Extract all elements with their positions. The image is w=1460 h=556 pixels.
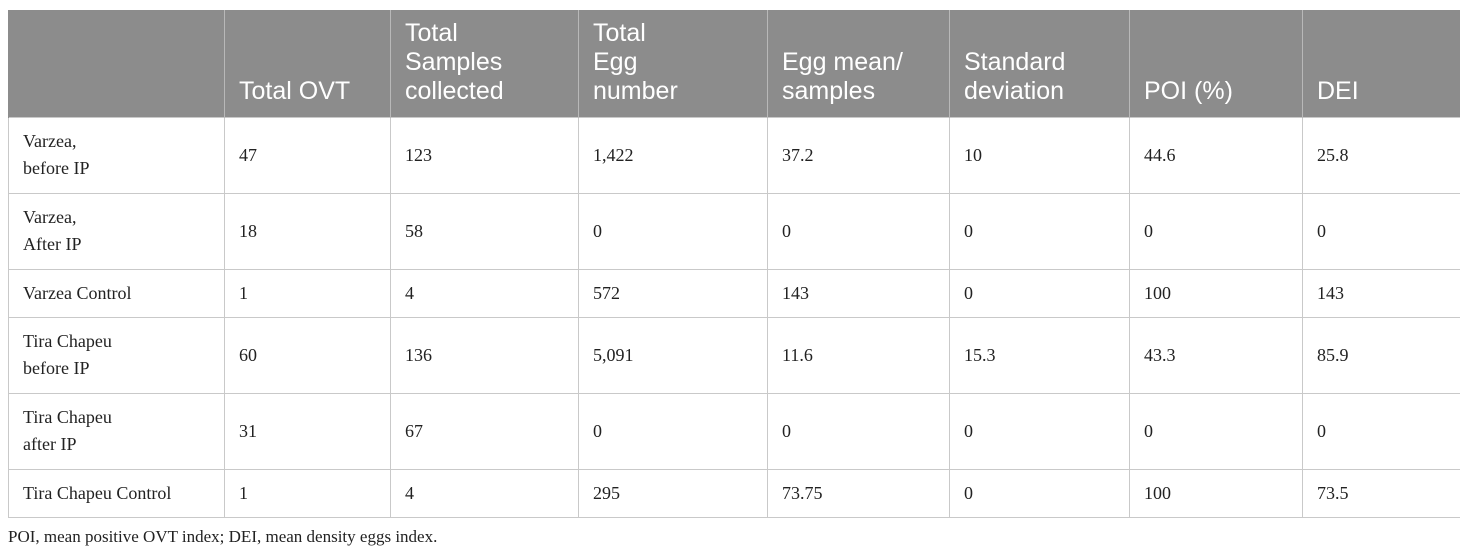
table-cell: 1 bbox=[224, 268, 391, 318]
table-cell: 136 bbox=[390, 316, 579, 394]
table-cell: 572 bbox=[578, 268, 768, 318]
table-cell: 0 bbox=[578, 392, 768, 470]
header-cell-standard-deviation: Standard deviation bbox=[949, 10, 1130, 117]
row-label-cell: Tira Chapeu after IP bbox=[8, 392, 225, 470]
table-cell: 4 bbox=[390, 268, 579, 318]
table-row: Tira Chapeu after IP 31 67 0 0 0 0 0 bbox=[8, 392, 1460, 470]
header-row: Total OVT Total Samples collected Total Egg… bbox=[8, 10, 1460, 117]
table-cell: 5,091 bbox=[578, 316, 768, 394]
row-label-cell: Varzea, After IP bbox=[8, 192, 225, 270]
table-cell: 31 bbox=[224, 392, 391, 470]
table-cell: 123 bbox=[390, 116, 579, 194]
table-cell: 47 bbox=[224, 116, 391, 194]
header-cell-poi: POI (%) bbox=[1129, 10, 1303, 117]
table-row: Varzea, before IP 47 123 1,422 37.2 10 44… bbox=[8, 116, 1460, 194]
table-cell: 0 bbox=[1129, 392, 1303, 470]
table-footnote: POI, mean positive OVT index; DEI, mean … bbox=[8, 527, 438, 546]
table-cell: 11.6 bbox=[767, 316, 950, 394]
table-cell: 143 bbox=[1302, 268, 1460, 318]
table-cell: 0 bbox=[1302, 392, 1460, 470]
table-cell: 1 bbox=[224, 468, 391, 518]
table-cell: 100 bbox=[1129, 468, 1303, 518]
table-row: Varzea Control 1 4 572 143 0 100 143 bbox=[8, 268, 1460, 318]
table-body: Varzea, before IP 47 123 1,422 37.2 10 44… bbox=[8, 116, 1460, 518]
table-header: Total OVT Total Samples collected Total Egg… bbox=[8, 10, 1460, 117]
table-cell: 0 bbox=[767, 392, 950, 470]
table-cell: 4 bbox=[390, 468, 579, 518]
table-cell: 25.8 bbox=[1302, 116, 1460, 194]
row-label-cell: Tira Chapeu before IP bbox=[8, 316, 225, 394]
table-cell: 73.75 bbox=[767, 468, 950, 518]
table-cell: 43.3 bbox=[1129, 316, 1303, 394]
table-cell: 295 bbox=[578, 468, 768, 518]
table-cell: 44.6 bbox=[1129, 116, 1303, 194]
table-cell: 0 bbox=[949, 468, 1130, 518]
table-cell: 0 bbox=[767, 192, 950, 270]
table-cell: 58 bbox=[390, 192, 579, 270]
table-cell: 100 bbox=[1129, 268, 1303, 318]
table-cell: 73.5 bbox=[1302, 468, 1460, 518]
table-cell: 0 bbox=[578, 192, 768, 270]
header-cell-total-egg-number: Total Egg number bbox=[578, 10, 768, 117]
row-label-cell: Varzea Control bbox=[8, 268, 225, 318]
header-cell-total-ovt: Total OVT bbox=[224, 10, 391, 117]
table-cell: 143 bbox=[767, 268, 950, 318]
table-cell: 0 bbox=[949, 268, 1130, 318]
table-row: Varzea, After IP 18 58 0 0 0 0 0 bbox=[8, 192, 1460, 270]
table-cell: 0 bbox=[1302, 192, 1460, 270]
table-cell: 60 bbox=[224, 316, 391, 394]
data-table-container: Total OVT Total Samples collected Total Egg… bbox=[8, 10, 1460, 518]
header-cell-row-label bbox=[8, 10, 225, 117]
row-label-cell: Varzea, before IP bbox=[8, 116, 225, 194]
table-cell: 18 bbox=[224, 192, 391, 270]
table-row: Tira Chapeu before IP 60 136 5,091 11.6 1… bbox=[8, 316, 1460, 394]
table-cell: 0 bbox=[949, 392, 1130, 470]
table-cell: 85.9 bbox=[1302, 316, 1460, 394]
table-cell: 0 bbox=[1129, 192, 1303, 270]
table-row: Tira Chapeu Control 1 4 295 73.75 0 100 … bbox=[8, 468, 1460, 518]
table-cell: 0 bbox=[949, 192, 1130, 270]
header-cell-egg-mean: Egg mean/samples bbox=[767, 10, 950, 117]
table-cell: 10 bbox=[949, 116, 1130, 194]
table-cell: 37.2 bbox=[767, 116, 950, 194]
header-cell-total-samples: Total Samples collected bbox=[390, 10, 579, 117]
data-table: Total OVT Total Samples collected Total Egg… bbox=[8, 10, 1460, 518]
table-cell: 1,422 bbox=[578, 116, 768, 194]
table-cell: 67 bbox=[390, 392, 579, 470]
row-label-cell: Tira Chapeu Control bbox=[8, 468, 225, 518]
header-cell-dei: DEI bbox=[1302, 10, 1460, 117]
table-cell: 15.3 bbox=[949, 316, 1130, 394]
